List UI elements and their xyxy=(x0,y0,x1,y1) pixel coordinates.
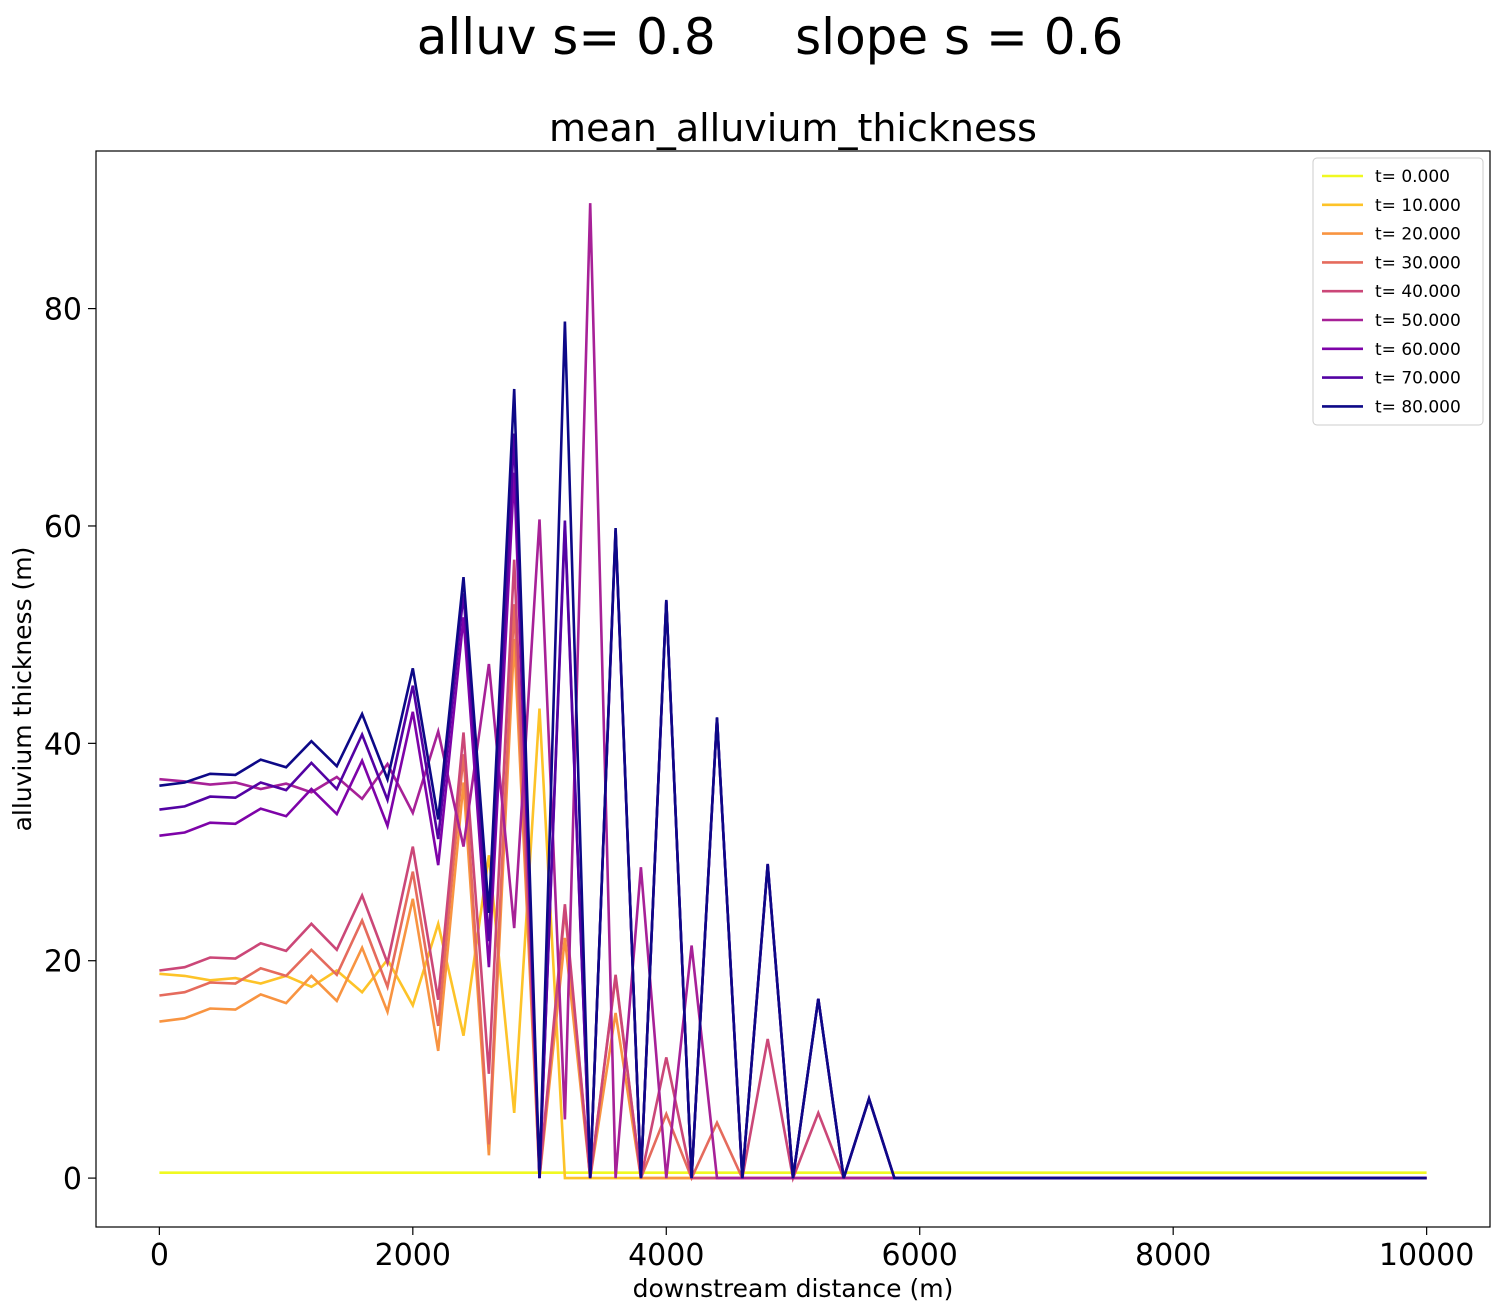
legend-label: t= 30.000 xyxy=(1375,253,1461,273)
x-tick-label: 2000 xyxy=(375,1238,451,1273)
y-tick-label: 20 xyxy=(44,945,82,980)
y-axis-label: alluvium thickness (m) xyxy=(8,547,37,832)
x-axis-ticks: 0 2000 4000 6000 8000 10000 xyxy=(150,1227,1474,1273)
series-line-1 xyxy=(159,708,1427,1180)
x-tick-label: 6000 xyxy=(882,1238,958,1273)
legend-label: t= 0.000 xyxy=(1375,167,1450,187)
legend-label: t= 50.000 xyxy=(1375,311,1461,331)
y-axis-ticks: 0 20 40 60 80 xyxy=(44,293,96,1197)
chart-title: mean_alluvium_thickness xyxy=(549,106,1037,150)
plot-frame xyxy=(95,150,1491,1228)
y-tick-label: 80 xyxy=(44,293,82,328)
series-line-7 xyxy=(159,433,1427,1180)
series-line-6 xyxy=(159,472,1427,1180)
x-tick-label: 8000 xyxy=(1135,1238,1211,1273)
legend-label: t= 20.000 xyxy=(1375,225,1461,245)
x-tick-label: 10000 xyxy=(1379,1238,1474,1273)
x-axis-label: downstream distance (m) xyxy=(633,1274,954,1303)
legend-label: t= 70.000 xyxy=(1375,369,1461,389)
series-line-4 xyxy=(159,559,1427,1183)
series-line-5 xyxy=(159,203,1427,1180)
legend-label: t= 10.000 xyxy=(1375,196,1461,216)
series-line-2 xyxy=(159,638,1427,1180)
series-line-3 xyxy=(159,604,1427,1182)
figure-suptitle: alluv s= 0.8 slope s = 0.6 xyxy=(417,8,1124,66)
y-tick-label: 60 xyxy=(44,510,82,545)
x-tick-label: 4000 xyxy=(628,1238,704,1273)
y-tick-label: 0 xyxy=(63,1162,82,1197)
legend-label: t= 80.000 xyxy=(1375,397,1461,417)
legend-label: t= 60.000 xyxy=(1375,340,1461,360)
y-tick-label: 40 xyxy=(44,727,82,762)
legend-box xyxy=(1312,157,1484,426)
legend: t= 0.000 t= 10.000 t= 20.000 t= 30.000 t= 40… xyxy=(1312,157,1484,426)
series-line-8 xyxy=(159,321,1427,1180)
x-tick-label: 0 xyxy=(150,1238,169,1273)
plot-lines xyxy=(159,203,1427,1183)
legend-label: t= 40.000 xyxy=(1375,282,1461,302)
